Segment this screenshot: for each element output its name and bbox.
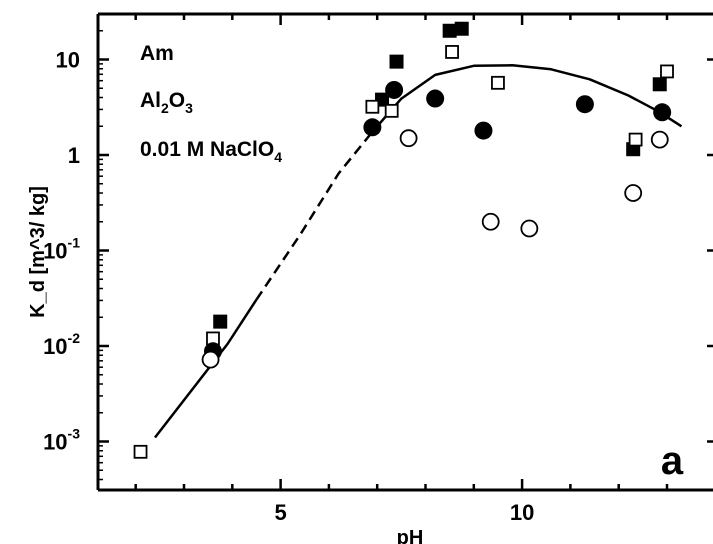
- labels: 5 10 10 1 10-1 10-2 10-3 pH K_d [m^3/ kg] Am Al2O3…: [27, 42, 684, 544]
- y-tick-label: 10-2: [43, 330, 80, 359]
- point-open-square: [384, 103, 399, 118]
- point-filled-square: [389, 54, 404, 69]
- axes: [96, 12, 713, 492]
- point-filled-circle: [385, 80, 404, 99]
- y-tick-label: 10: [56, 48, 80, 73]
- point-open-square: [365, 99, 380, 114]
- annotation-sorbent: Al2O3: [140, 89, 193, 116]
- fit-curve-dashed: [255, 131, 374, 301]
- fit-curve: [154, 64, 683, 439]
- point-filled-square: [652, 77, 667, 92]
- y-tick-label: 1: [68, 143, 80, 168]
- point-open-square: [445, 45, 459, 59]
- point-filled-circle: [363, 118, 382, 137]
- annotation-electrolyte: 0.01 M NaClO4: [140, 138, 282, 165]
- point-open-circle: [481, 212, 500, 231]
- point-filled-circle: [575, 95, 594, 114]
- point-open-square: [491, 75, 505, 90]
- point-open-circle: [201, 350, 220, 369]
- y-axis-title: K_d [m^3/ kg]: [27, 186, 49, 318]
- point-open-circle: [650, 130, 669, 149]
- point-filled-square: [454, 21, 469, 36]
- point-open-circle: [624, 184, 643, 202]
- point-open-square: [133, 444, 148, 459]
- fit-curve-solid-low: [154, 299, 258, 439]
- annotation-element: Am: [140, 42, 174, 65]
- point-filled-square: [213, 314, 228, 329]
- x-tick-label: 5: [274, 500, 286, 525]
- x-tick-label: 10: [510, 500, 534, 525]
- panel-label: a: [661, 439, 684, 483]
- y-tick-label: 10-1: [43, 235, 80, 264]
- point-filled-square: [442, 23, 457, 38]
- point-open-square: [660, 64, 674, 79]
- x-axis-title: pH: [397, 527, 424, 544]
- point-open-circle: [399, 129, 418, 148]
- point-open-square: [628, 132, 643, 147]
- data-points: [133, 21, 674, 459]
- fit-curve-solid-high: [371, 64, 683, 133]
- point-filled-circle: [474, 121, 493, 140]
- point-filled-circle: [653, 103, 672, 122]
- point-filled-circle: [426, 89, 445, 108]
- y-tick-label: 10-3: [43, 426, 80, 455]
- point-open-circle: [520, 219, 539, 238]
